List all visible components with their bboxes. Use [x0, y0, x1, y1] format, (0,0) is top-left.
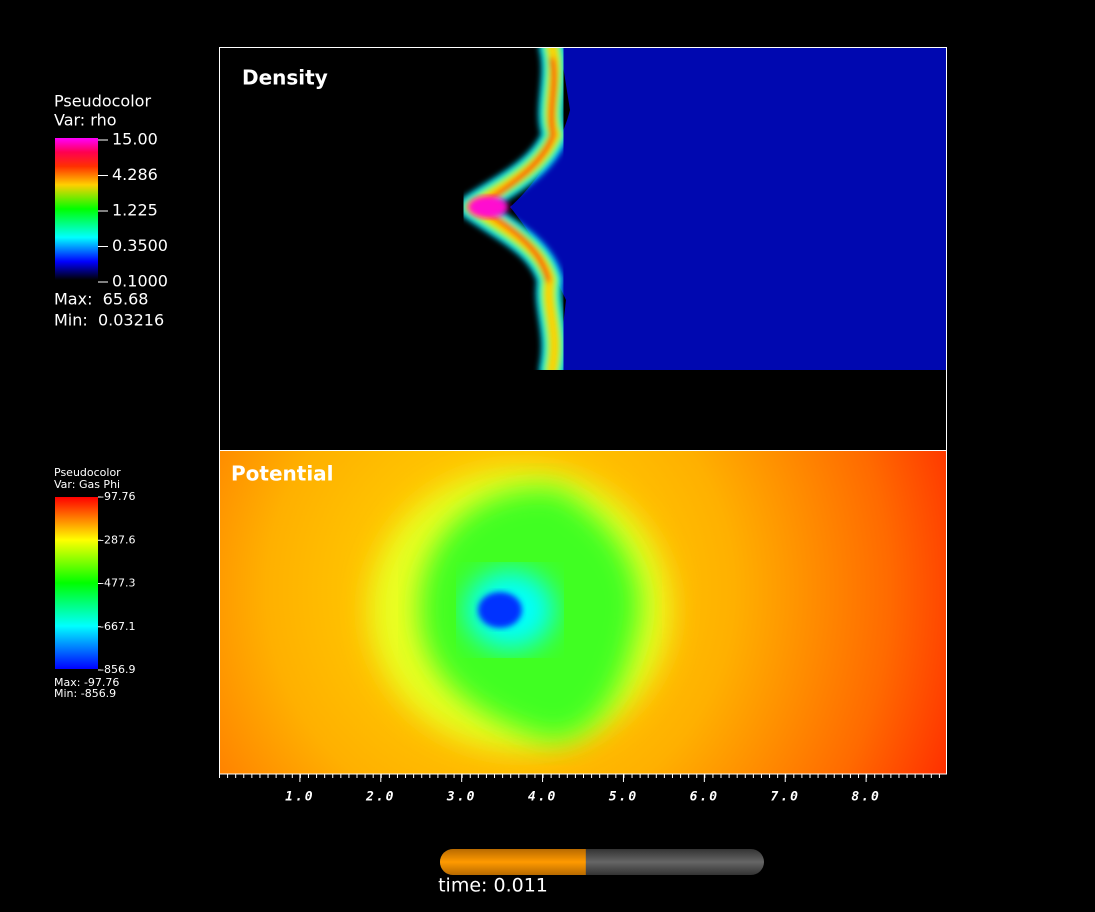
legend-max: Max: 65.68	[54, 290, 148, 309]
plot-label: Density	[242, 66, 328, 90]
x-tick-label: 4.0	[528, 790, 557, 805]
x-tick-label: 3.0	[446, 790, 476, 805]
legend-min: Min: 0.03216	[54, 311, 164, 330]
colorbar	[55, 497, 98, 669]
legend-title: Pseudocolor	[54, 466, 121, 479]
colorbar-label: -667.1	[100, 620, 135, 633]
colorbar-label: 1.225	[112, 201, 158, 220]
x-tick-label: 7.0	[770, 790, 799, 805]
colorbar-label: 4.286	[112, 165, 158, 184]
x-tick-label: 5.0	[609, 790, 638, 805]
colorbar-label: 0.1000	[112, 272, 168, 291]
colorbar	[55, 138, 98, 280]
colorbar-label: -856.9	[100, 663, 135, 676]
legend-title: Pseudocolor	[54, 92, 151, 111]
colorbar-label: -97.76	[100, 490, 135, 503]
legend-max: Max: -97.76	[54, 676, 119, 689]
colorbar-label: 15.00	[112, 130, 158, 149]
x-tick-label: 2.0	[365, 790, 395, 805]
time-slider-progress	[440, 849, 586, 875]
potential-field	[219, 451, 947, 774]
legend-var: Var: Gas Phi	[54, 478, 120, 491]
colorbar-label: -287.6	[100, 533, 135, 546]
x-tick-label: 8.0	[851, 790, 880, 805]
legend-var: Var: rho	[54, 111, 117, 130]
density-field	[459, 47, 947, 370]
x-tick-label: 1.0	[285, 790, 314, 805]
colorbar-label: -477.3	[100, 577, 135, 590]
x-tick-label: 6.0	[690, 790, 719, 805]
legend-min: Min: -856.9	[54, 687, 116, 700]
plot-label: Potential	[231, 462, 334, 486]
time-label: time: 0.011	[438, 875, 548, 897]
colorbar-label: 0.3500	[112, 236, 168, 255]
